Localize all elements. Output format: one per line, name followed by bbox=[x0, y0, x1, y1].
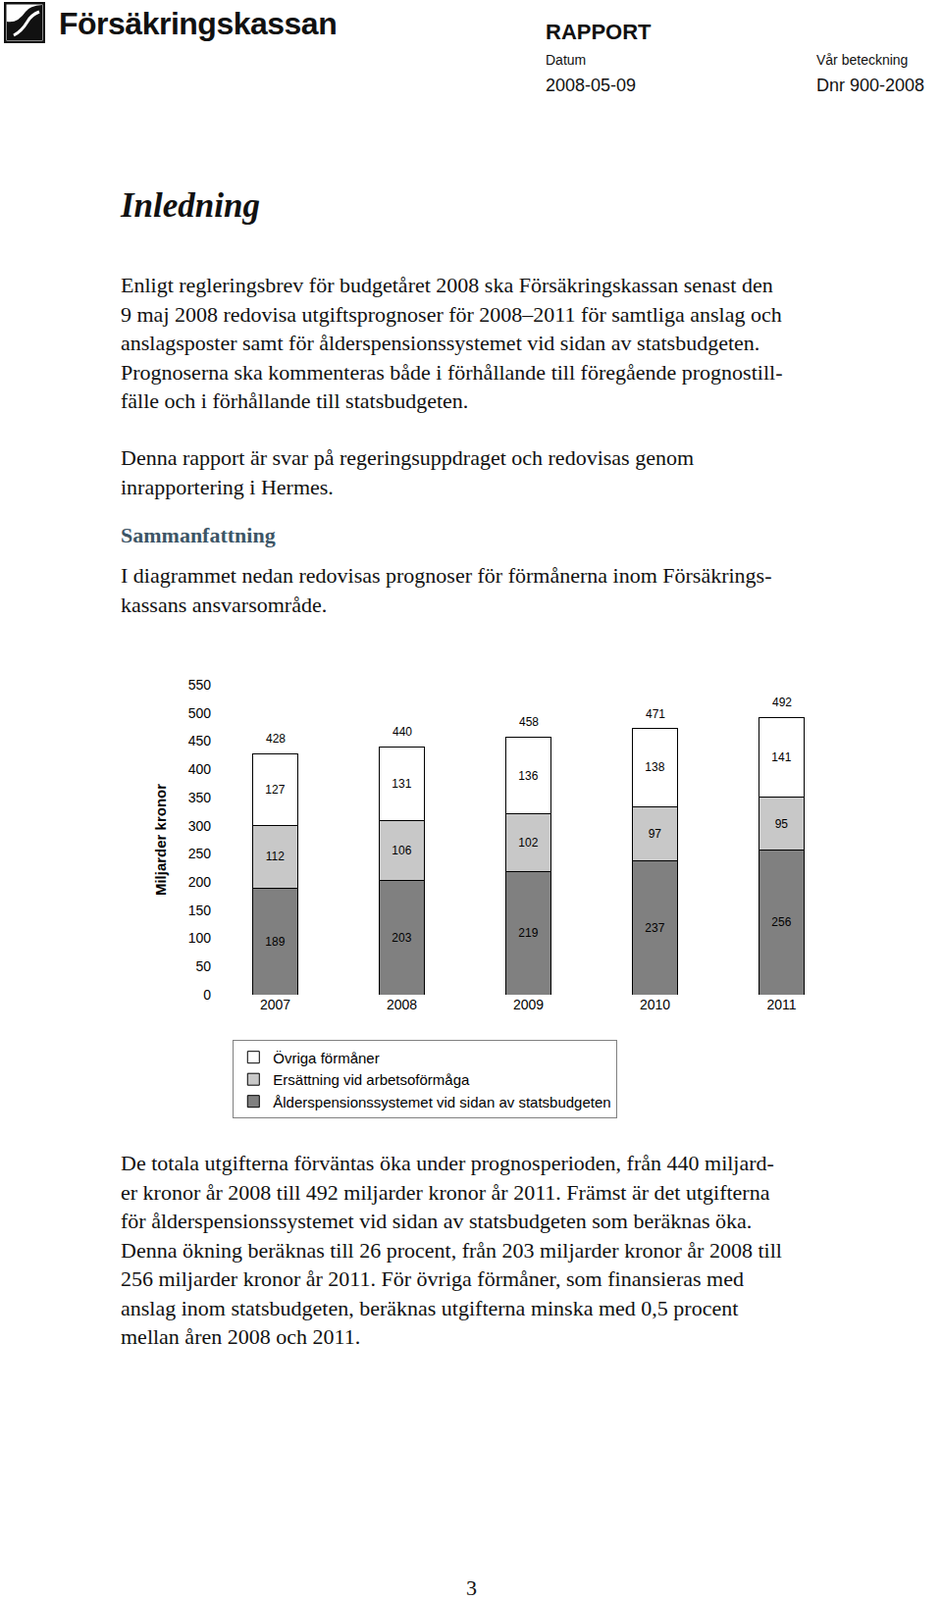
svg-text:131: 131 bbox=[391, 777, 412, 791]
svg-text:250: 250 bbox=[188, 845, 212, 862]
svg-text:2011: 2011 bbox=[766, 996, 796, 1013]
html-text:I diagrammet nedan redovisas p: I diagrammet nedan redovisas prognoser f… bbox=[120, 563, 772, 588]
svg-text:256: 256 bbox=[771, 915, 791, 930]
svg-text:550: 550 bbox=[188, 677, 212, 693]
svg-text:Ersättning vid arbetsoförmåga: Ersättning vid arbetsoförmåga bbox=[272, 1071, 471, 1089]
html-text:9 maj 2008 redovisa utgiftspro: 9 maj 2008 redovisa utgiftsprognoser för… bbox=[120, 301, 782, 327]
html-text:Inledning: Inledning bbox=[120, 186, 261, 225]
html-text:kassans ansvarsområde.: kassans ansvarsområde. bbox=[120, 592, 327, 617]
svg-text:150: 150 bbox=[188, 902, 212, 919]
html-text:Denna rapport är svar på reger: Denna rapport är svar på regeringsuppdra… bbox=[120, 445, 694, 471]
svg-text:0: 0 bbox=[203, 987, 211, 1003]
svg-text:2009: 2009 bbox=[513, 996, 544, 1013]
svg-text:95: 95 bbox=[775, 817, 789, 832]
svg-text:500: 500 bbox=[188, 705, 212, 722]
html-text:Datum: Datum bbox=[545, 52, 587, 68]
html-text:Denna ökning beräknas till 26: Denna ökning beräknas till 26 procent, f… bbox=[120, 1237, 782, 1263]
svg-text:2008: 2008 bbox=[386, 996, 418, 1013]
html-text:mellan åren 2008 och 2011.: mellan åren 2008 och 2011. bbox=[120, 1324, 361, 1350]
svg-text:189: 189 bbox=[264, 935, 285, 949]
svg-text:136: 136 bbox=[518, 769, 538, 784]
svg-text:Övriga förmåner: Övriga förmåner bbox=[272, 1049, 379, 1067]
svg-text:219: 219 bbox=[518, 926, 538, 941]
html-text:256 miljarder kronor år 2011.: 256 miljarder kronor år 2011. För övriga… bbox=[120, 1266, 744, 1292]
svg-text:440: 440 bbox=[392, 725, 413, 739]
svg-text:102: 102 bbox=[518, 836, 538, 850]
html-text:er kronor år 2008 till 492 mil: er kronor år 2008 till 492 miljarder kro… bbox=[120, 1179, 770, 1205]
svg-text:237: 237 bbox=[644, 921, 665, 936]
svg-text:138: 138 bbox=[644, 760, 665, 775]
svg-text:400: 400 bbox=[188, 761, 212, 778]
html-text:inrapportering i Hermes.: inrapportering i Hermes. bbox=[120, 474, 334, 499]
svg-text:2010: 2010 bbox=[639, 996, 671, 1013]
svg-text:200: 200 bbox=[188, 874, 212, 890]
html-text:RAPPORT: RAPPORT bbox=[545, 19, 652, 45]
html-text:för ålderspensionssystemet vid: för ålderspensionssystemet vid sidan av … bbox=[120, 1208, 753, 1234]
html-text:Dnr 900-2008: Dnr 900-2008 bbox=[816, 75, 925, 96]
html-text:3: 3 bbox=[466, 1575, 477, 1600]
svg-text:492: 492 bbox=[772, 695, 792, 710]
html-text:Prognoserna ska kommenteras bå: Prognoserna ska kommenteras både i förhå… bbox=[120, 359, 783, 385]
svg-text:141: 141 bbox=[771, 750, 791, 765]
html-text:2008-05-09: 2008-05-09 bbox=[545, 75, 636, 96]
html-text:Sammanfattning: Sammanfattning bbox=[120, 523, 276, 548]
svg-text:450: 450 bbox=[188, 732, 212, 749]
svg-text:203: 203 bbox=[391, 931, 412, 945]
html-text:Vår beteckning: Vår beteckning bbox=[816, 52, 909, 68]
html-text:anslagsposter samt för åldersp: anslagsposter samt för ålderspensionssys… bbox=[120, 330, 760, 356]
html-text:Enligt regleringsbrev för budg: Enligt regleringsbrev för budgetåret 200… bbox=[120, 272, 773, 298]
html-text:anslag inom statsbudgeten, ber: anslag inom statsbudgeten, beräknas utgi… bbox=[120, 1295, 739, 1321]
svg-text:100: 100 bbox=[188, 930, 212, 946]
svg-text:300: 300 bbox=[188, 818, 212, 835]
svg-text:127: 127 bbox=[264, 783, 285, 797]
svg-text:106: 106 bbox=[391, 843, 412, 858]
svg-text:428: 428 bbox=[265, 732, 286, 746]
svg-text:471: 471 bbox=[645, 707, 666, 722]
svg-text:Ålderspensionssystemet vid sid: Ålderspensionssystemet vid sidan av stat… bbox=[272, 1094, 611, 1111]
html-text:Försäkringskassan: Försäkringskassan bbox=[58, 5, 337, 42]
svg-text:Miljarder kronor: Miljarder kronor bbox=[152, 784, 169, 896]
svg-text:2007: 2007 bbox=[260, 996, 291, 1013]
svg-text:50: 50 bbox=[195, 958, 211, 975]
svg-text:458: 458 bbox=[519, 715, 539, 730]
svg-text:112: 112 bbox=[265, 849, 285, 864]
html-text:De totala utgifterna förväntas: De totala utgifterna förväntas öka under… bbox=[120, 1151, 775, 1176]
svg-text:97: 97 bbox=[648, 827, 663, 841]
svg-text:350: 350 bbox=[188, 789, 212, 806]
html-text:fälle och i förhållande till s: fälle och i förhållande till statsbudget… bbox=[120, 388, 469, 414]
